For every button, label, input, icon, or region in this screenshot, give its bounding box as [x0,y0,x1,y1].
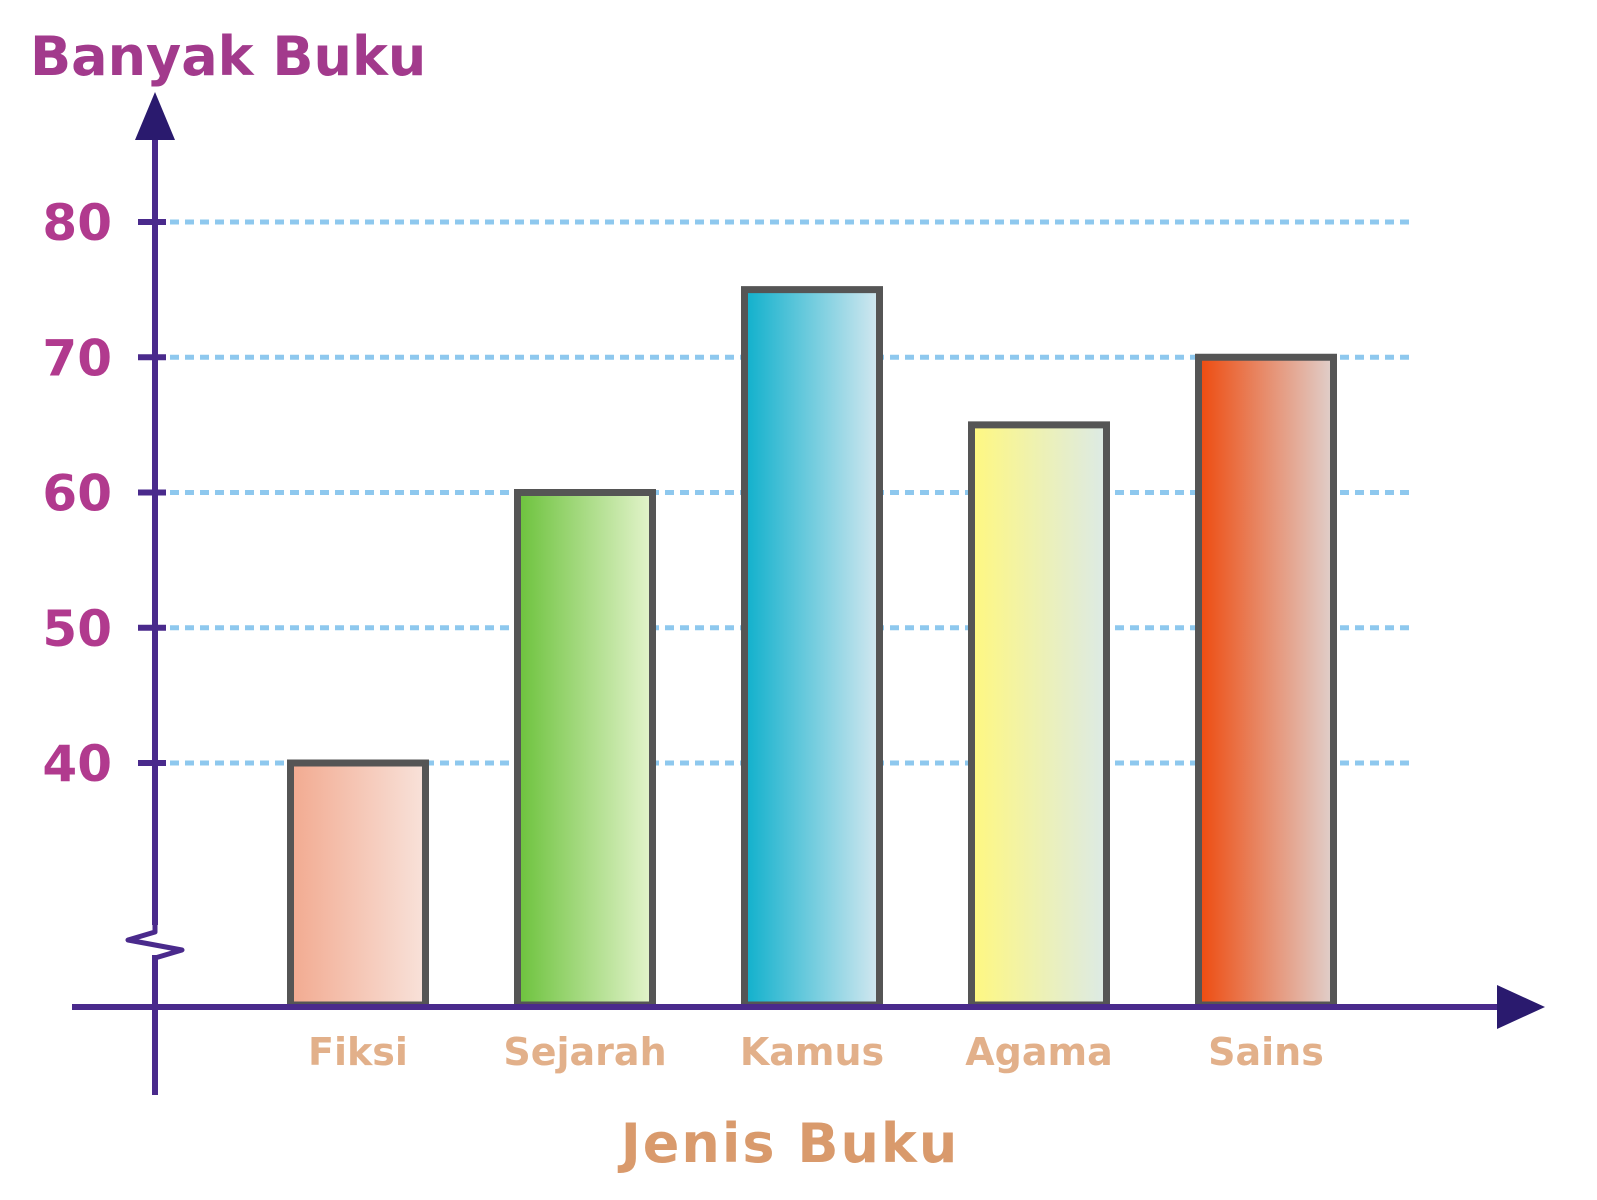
bars [287,286,1337,1009]
y-tick-label: 50 [42,600,112,658]
x-axis-arrow-icon [1497,985,1545,1029]
x-ticks: Fiksi Sejarah Kamus Agama Sains [308,1030,1324,1074]
bar-fiksi [287,759,429,1009]
axis-break-icon [125,925,185,965]
y-tick-label: 80 [42,194,112,252]
x-tick-label: Agama [965,1030,1113,1074]
bar-agama [968,421,1110,1009]
y-axis-title: Banyak Buku [30,25,426,88]
y-axis-arrow-icon [135,92,175,140]
x-axis-title: Jenis Buku [617,1112,960,1175]
y-tick-label: 60 [42,465,112,523]
y-tick-label: 70 [42,329,112,387]
y-tick-label: 40 [42,735,112,793]
bar-kamus [741,286,883,1009]
x-tick-label: Sains [1208,1030,1324,1074]
bar-sains [1195,353,1337,1009]
x-tick-label: Kamus [740,1030,884,1074]
bar-sejarah [514,489,656,1009]
x-tick-label: Fiksi [308,1030,408,1074]
axes [72,92,1545,1095]
x-tick-label: Sejarah [503,1030,666,1074]
y-ticks: 40 50 60 70 80 [42,194,166,793]
